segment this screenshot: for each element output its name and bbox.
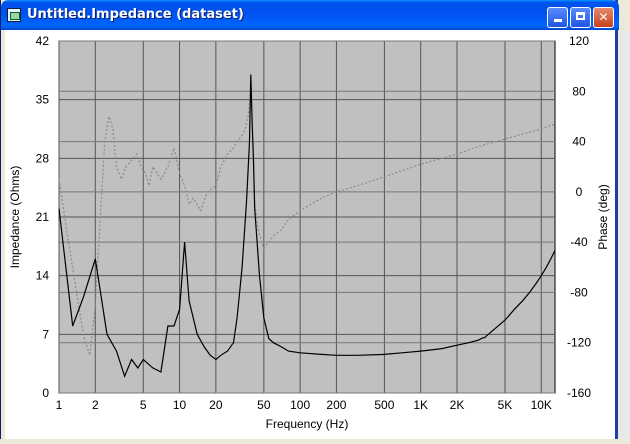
maximize-button[interactable]: [570, 7, 591, 28]
minimize-icon: [553, 19, 562, 22]
y2-tick-label: 80: [572, 84, 586, 98]
y2-tick-label: -40: [570, 235, 588, 249]
background-strip: [618, 30, 630, 439]
close-icon: ✕: [598, 10, 609, 24]
chart-area: 1 2 5 10 20 50 100 200 500 1K 2K 5K 10K 0 7 14 21 28 35 42…: [5, 30, 615, 439]
impedance-line: [58, 74, 556, 378]
y-tick-label: 7: [42, 327, 49, 341]
x-tick-label: 200: [326, 398, 346, 412]
phase-line: [58, 91, 556, 356]
y-tick-label: 14: [36, 269, 50, 283]
y-tick-label: 0: [42, 386, 49, 400]
app-icon[interactable]: [7, 8, 21, 22]
x-tick-label: 500: [374, 398, 394, 412]
x-axis-label: Frequency (Hz): [266, 417, 349, 431]
x-tick-label: 1: [56, 398, 63, 412]
x-tick-labels: 1 2 5 10 20 50 100 200 500 1K 2K 5K 10K: [56, 398, 552, 412]
y-tick-label: 35: [36, 93, 50, 107]
y-tick-label: 28: [36, 151, 50, 165]
minimize-button[interactable]: [547, 7, 568, 28]
impedance-chart: 1 2 5 10 20 50 100 200 500 1K 2K 5K 10K 0 7 14 21 28 35 42…: [8, 34, 610, 431]
x-tick-label: 50: [257, 398, 271, 412]
y2-tick-label: 120: [569, 34, 589, 48]
x-tick-label: 20: [209, 398, 223, 412]
window-title: Untitled.Impedance (dataset): [27, 7, 244, 22]
title-bar[interactable]: Untitled.Impedance (dataset) ✕: [1, 0, 619, 30]
y-tick-labels: 0 7 14 21 28 35 42: [36, 34, 50, 400]
y2-tick-label: -80: [570, 285, 588, 299]
y2-tick-label: 40: [572, 135, 586, 149]
x-tick-label: 2K: [450, 398, 465, 412]
x-tick-label: 1K: [413, 398, 428, 412]
x-tick-label: 5: [140, 398, 147, 412]
x-tick-label: 10: [173, 398, 187, 412]
maximize-icon: [576, 12, 585, 20]
y2-axis-label: Phase (deg): [596, 184, 610, 249]
y2-tick-label: 0: [576, 185, 583, 199]
x-tick-label: 100: [290, 398, 310, 412]
x-tick-label: 5K: [498, 398, 513, 412]
impedance-series: [58, 74, 556, 378]
y-axis-label: Impedance (Ohms): [8, 166, 22, 269]
close-button[interactable]: ✕: [593, 7, 614, 28]
impedance-window: Untitled.Impedance (dataset) ✕ 1 2 5 10 20 50…: [0, 0, 619, 439]
y-tick-label: 21: [36, 210, 50, 224]
grid-lines: [58, 40, 555, 394]
x-tick-label: 2: [92, 398, 99, 412]
y2-tick-label: -160: [567, 386, 591, 400]
y-tick-label: 42: [36, 34, 50, 48]
y2-tick-label: -120: [567, 336, 591, 350]
phase-series: [58, 91, 556, 356]
x-tick-label: 10K: [531, 398, 552, 412]
y2-tick-labels: -160 -120 -80 -40 0 40 80 120: [567, 34, 591, 400]
